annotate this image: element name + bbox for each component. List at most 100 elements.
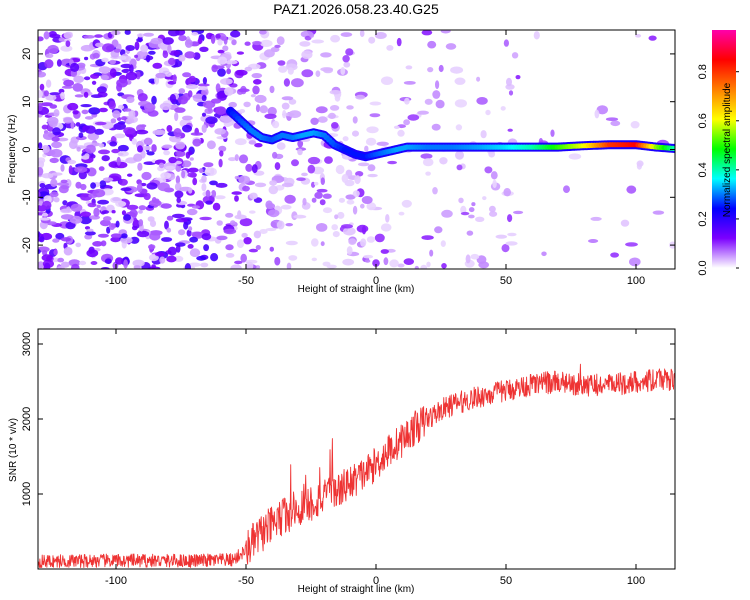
spectrogram-cell [297, 139, 304, 148]
spectrogram-cell [200, 262, 209, 268]
x-tick-label: -100 [105, 275, 127, 287]
spectrogram-cell [367, 173, 378, 178]
spectrogram-cell [203, 162, 214, 168]
spectrogram-cell [237, 88, 250, 93]
spectrogram-cell [359, 30, 365, 37]
spectrogram-cell [69, 140, 78, 150]
x-tick-label: 100 [627, 275, 645, 287]
spectrogram-cell [588, 239, 599, 243]
spectrogram-cell [403, 119, 410, 126]
spectrogram-cell [242, 185, 250, 192]
spectrogram-cell [80, 211, 92, 218]
spectrogram-cell [313, 181, 319, 186]
spectrogram-cell [48, 31, 57, 37]
spectrogram-x-label: Height of straight line (km) [298, 284, 415, 295]
spectrogram-cell [272, 151, 278, 159]
spectrogram-cell [189, 236, 199, 243]
spectrogram-cell [460, 211, 470, 216]
spectrogram-cell [45, 94, 57, 101]
spectrogram-cell [155, 72, 166, 79]
spectrogram-cell [264, 113, 277, 120]
spectrogram-cell [228, 36, 234, 41]
spectrogram-cell [134, 41, 140, 51]
spectrogram-cell [125, 118, 133, 125]
spectrogram-cell [160, 172, 172, 180]
spectrogram-cell [361, 225, 367, 235]
spectrogram-cell [70, 62, 80, 72]
spectrogram-cell [431, 123, 441, 131]
spectrogram-cell [272, 120, 280, 129]
spectrogram-cell [249, 192, 258, 200]
spectrogram-cell [43, 90, 50, 97]
spectrogram-cell [99, 180, 107, 189]
spectrogram-cell [86, 249, 99, 258]
spectrogram-cell [84, 116, 94, 120]
spectrogram-cell [174, 255, 184, 262]
spectrogram-cell [38, 261, 45, 269]
spectrogram-cell [67, 159, 77, 165]
spectrogram-cell [40, 102, 53, 107]
spectrogram-cell [366, 236, 375, 243]
spectrogram-cell [159, 256, 166, 264]
spectrogram-cell [201, 183, 207, 192]
spectrogram-cell [507, 232, 517, 237]
spectrogram-cell [173, 128, 182, 138]
spectrogram-cell [198, 168, 204, 174]
spectrogram-cell [215, 33, 221, 39]
spectrogram-cell [440, 30, 451, 34]
spectrogram-cell [315, 70, 321, 77]
y-tick-label: -20 [21, 237, 33, 253]
spectrogram-cell [511, 52, 519, 59]
spectrogram-cell [65, 221, 76, 230]
spectrogram-cell [38, 167, 44, 176]
spectrogram-cell [80, 104, 92, 108]
spectrogram-cell [243, 101, 251, 108]
spectrogram-cell [78, 132, 84, 138]
spectrogram-cell [126, 204, 139, 210]
spectrogram-cell [245, 261, 254, 269]
spectrogram-cell [43, 31, 50, 40]
spectrogram-cell [133, 265, 141, 269]
spectrogram-cell [435, 80, 440, 89]
spectrogram-cell [331, 224, 339, 231]
spectrogram-cell [50, 148, 63, 158]
spectrogram-cell [151, 144, 157, 153]
spectrogram-cell [149, 219, 157, 228]
spectrogram-cell [95, 42, 104, 48]
spectrogram-cell [476, 255, 487, 264]
spectrogram-cell [199, 46, 209, 52]
spectrogram-cell [288, 110, 302, 118]
spectrogram-cell [152, 62, 163, 69]
spectrogram-cell [259, 105, 268, 114]
spectrogram-cell [53, 197, 60, 203]
spectrogram-cell [38, 231, 41, 238]
spectrogram-cell [500, 106, 506, 111]
spectrogram-cell [259, 30, 267, 35]
spectrogram-cell [316, 188, 328, 193]
spectrogram-cell [342, 258, 355, 266]
spectrogram-cell [224, 60, 238, 65]
spectrogram-cell [103, 216, 112, 222]
spectrogram-cell [314, 191, 323, 199]
spectrogram-cell [159, 102, 172, 111]
spectrogram-cell [115, 257, 124, 265]
spectrogram-cell [162, 37, 174, 45]
spectrogram-cell [346, 105, 354, 110]
spectrogram-cell [283, 78, 290, 87]
spectrogram-cell [220, 78, 233, 85]
spectrogram-cell [610, 252, 619, 258]
spectrogram-cell [45, 53, 54, 59]
spectrogram-x-ticks: -100 -50 0 50 100 [105, 30, 645, 287]
spectrogram-cell [185, 151, 191, 159]
spectrogram-cell [274, 256, 281, 266]
spectrogram-cell [360, 238, 367, 247]
spectrogram-cell [468, 214, 475, 219]
spectrogram-cell [164, 220, 169, 230]
spectrogram-cell [281, 182, 294, 188]
spectrogram-cell [90, 73, 100, 79]
snr-y-ticks: 1000 2000 3000 [21, 332, 675, 506]
spectrogram-cell [352, 130, 359, 137]
spectrogram-cell [252, 40, 262, 46]
spectrogram-cell [234, 214, 247, 220]
spectrogram-cell [301, 50, 313, 59]
